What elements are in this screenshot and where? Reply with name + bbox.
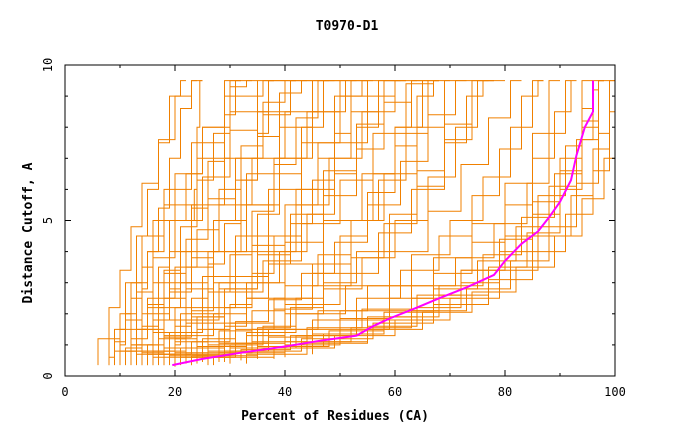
series-line-s53	[163, 80, 274, 366]
series-line-s55	[229, 80, 439, 364]
series-line-s39	[152, 80, 346, 366]
x-tick-label: 80	[498, 385, 512, 399]
series-line-s37	[213, 80, 615, 366]
series-line-s54	[207, 80, 368, 366]
y-axis-label: Distance Cutoff, A	[21, 162, 36, 303]
x-tick-label: 100	[604, 385, 626, 399]
highlight-series-line	[172, 80, 594, 367]
series-line-s43	[125, 80, 296, 366]
x-tick-label: 20	[168, 385, 182, 399]
y-tick-label: 5	[41, 217, 55, 224]
series-line-s44	[136, 80, 307, 364]
series-line-s03	[119, 80, 258, 364]
series-line-s51	[130, 80, 203, 366]
y-tick-label: 10	[41, 58, 55, 72]
series-line-s25	[218, 80, 615, 362]
chart-title: T0970-D1	[316, 19, 379, 34]
series-line-s27	[191, 80, 423, 366]
highlight-layer	[172, 80, 594, 367]
series-line-s50	[191, 80, 505, 366]
ticks-layer: 0 20 40 60 80 100 0 5 10	[41, 58, 626, 399]
series-line-s32	[97, 80, 197, 366]
x-axis-label: Percent of Residues (CA)	[241, 409, 429, 424]
x-tick-label: 40	[278, 385, 292, 399]
series-line-s52	[147, 80, 241, 366]
series-line-s58	[312, 80, 610, 355]
series-line-s29	[163, 80, 335, 366]
series-line-s45	[119, 80, 318, 366]
series-line-s42	[196, 80, 489, 361]
series-line-s46	[108, 80, 285, 366]
series-line-s35	[240, 80, 577, 361]
series-line-s48	[141, 80, 439, 364]
x-tick-label: 0	[61, 385, 68, 399]
x-tick-label: 60	[388, 385, 402, 399]
series-line-s34	[224, 80, 544, 362]
y-tick-label: 0	[41, 372, 55, 379]
series-layer	[97, 80, 615, 367]
